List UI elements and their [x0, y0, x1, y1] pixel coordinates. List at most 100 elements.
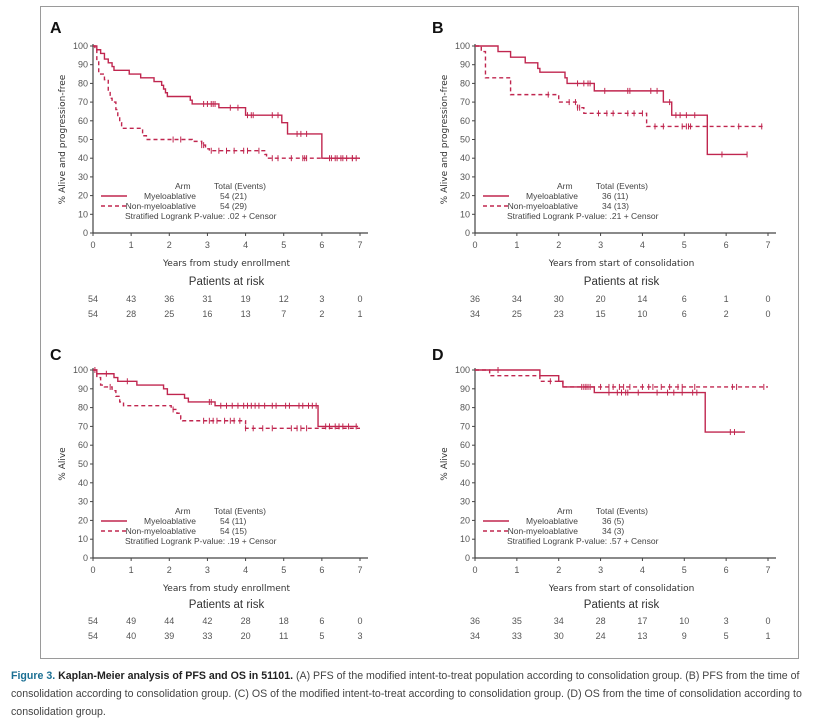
risk-count: 2	[319, 309, 324, 319]
risk-count: 20	[241, 631, 251, 641]
x-axis-title: Years from start of consolidation	[548, 584, 695, 594]
risk-count: 36	[164, 294, 174, 304]
y-tick-label: 90	[78, 60, 88, 70]
y-tick-label: 40	[460, 478, 470, 488]
y-tick-label: 100	[73, 41, 88, 51]
x-tick-label: 2	[167, 240, 172, 250]
risk-count: 6	[682, 309, 687, 319]
risk-count: 0	[765, 309, 770, 319]
y-tick-label: 80	[460, 403, 470, 413]
x-tick-label: 0	[90, 240, 95, 250]
y-tick-label: 30	[78, 497, 88, 507]
x-tick-label: 4	[640, 240, 645, 250]
risk-table-title: Patients at risk	[584, 599, 660, 611]
x-tick-label: 1	[129, 240, 134, 250]
y-tick-label: 80	[78, 403, 88, 413]
legend-header-total: Total (Events)	[596, 506, 648, 516]
risk-count: 3	[724, 616, 729, 626]
risk-count: 5	[319, 631, 324, 641]
risk-count: 33	[202, 631, 212, 641]
km-curve-non-myeloablative	[93, 369, 360, 429]
y-tick-label: 60	[78, 440, 88, 450]
y-tick-label: 50	[460, 135, 470, 145]
x-tick-label: 6	[319, 240, 324, 250]
x-tick-label: 7	[357, 565, 362, 575]
risk-count: 13	[241, 309, 251, 319]
x-axis-title: Years from study enrollment	[162, 259, 290, 269]
km-curve-myeloablative	[93, 369, 359, 428]
caption-text: (A) PFS of the modified intent-to-treat …	[11, 670, 802, 718]
x-tick-label: 1	[129, 565, 134, 575]
x-tick-label: 4	[640, 565, 645, 575]
y-tick-label: 20	[78, 515, 88, 525]
legend-header-arm: Arm	[175, 181, 191, 191]
risk-count: 31	[202, 294, 212, 304]
y-axis-title: % Alive and progression-free	[440, 74, 450, 204]
y-tick-label: 0	[83, 553, 88, 563]
legend-total-events: 36 (11)	[602, 191, 628, 201]
y-tick-label: 20	[78, 191, 88, 201]
risk-count: 42	[202, 616, 212, 626]
risk-count: 3	[319, 294, 324, 304]
risk-count: 7	[281, 309, 286, 319]
legend-pvalue: Stratified Logrank P-value: .21 + Censor	[507, 211, 659, 221]
x-tick-label: 2	[556, 240, 561, 250]
y-tick-label: 10	[78, 534, 88, 544]
x-tick-label: 1	[514, 565, 519, 575]
x-tick-label: 4	[243, 565, 248, 575]
y-tick-label: 70	[460, 421, 470, 431]
legend-total-events: 34 (3)	[602, 526, 624, 536]
y-tick-label: 100	[455, 365, 470, 375]
risk-count: 54	[88, 294, 98, 304]
y-tick-label: 40	[78, 153, 88, 163]
x-tick-label: 2	[167, 565, 172, 575]
km-curve-myeloablative	[475, 45, 748, 156]
x-tick-label: 0	[472, 565, 477, 575]
km-curve-non-myeloablative	[475, 369, 768, 388]
risk-count: 25	[164, 309, 174, 319]
km-curve-myeloablative	[475, 369, 745, 433]
y-tick-label: 10	[78, 209, 88, 219]
x-tick-label: 6	[724, 240, 729, 250]
y-tick-label: 50	[78, 459, 88, 469]
legend-series-name: Myeloablative	[144, 516, 196, 526]
panel-letter: A	[50, 20, 62, 37]
y-tick-label: 30	[460, 172, 470, 182]
y-tick-label: 50	[78, 135, 88, 145]
x-tick-label: 3	[598, 565, 603, 575]
risk-count: 17	[637, 616, 647, 626]
risk-table-title: Patients at risk	[189, 276, 265, 288]
risk-count: 54	[88, 309, 98, 319]
y-tick-label: 70	[78, 421, 88, 431]
risk-count: 39	[164, 631, 174, 641]
km-curve-non-myeloablative	[93, 45, 360, 159]
x-axis-title: Years from study enrollment	[162, 584, 290, 594]
caption-lead: Figure 3.	[11, 670, 56, 682]
risk-count: 5	[724, 631, 729, 641]
risk-count: 10	[679, 616, 689, 626]
legend-series-name: Myeloablative	[144, 191, 196, 201]
risk-count: 54	[88, 631, 98, 641]
y-tick-label: 90	[460, 384, 470, 394]
risk-count: 11	[279, 631, 288, 641]
risk-count: 25	[512, 309, 522, 319]
km-curve-myeloablative	[93, 45, 360, 159]
risk-count: 36	[470, 616, 480, 626]
legend-header-arm: Arm	[557, 181, 573, 191]
x-tick-label: 6	[319, 565, 324, 575]
y-tick-label: 30	[78, 172, 88, 182]
figure-frame	[40, 6, 799, 659]
legend-series-name: Myeloablative	[526, 516, 578, 526]
risk-count: 16	[202, 309, 212, 319]
risk-count: 24	[596, 631, 606, 641]
y-tick-label: 70	[460, 97, 470, 107]
y-tick-label: 0	[465, 228, 470, 238]
risk-count: 9	[682, 631, 687, 641]
y-tick-label: 10	[460, 209, 470, 219]
x-tick-label: 7	[765, 240, 770, 250]
y-tick-label: 30	[460, 497, 470, 507]
x-tick-label: 2	[556, 565, 561, 575]
